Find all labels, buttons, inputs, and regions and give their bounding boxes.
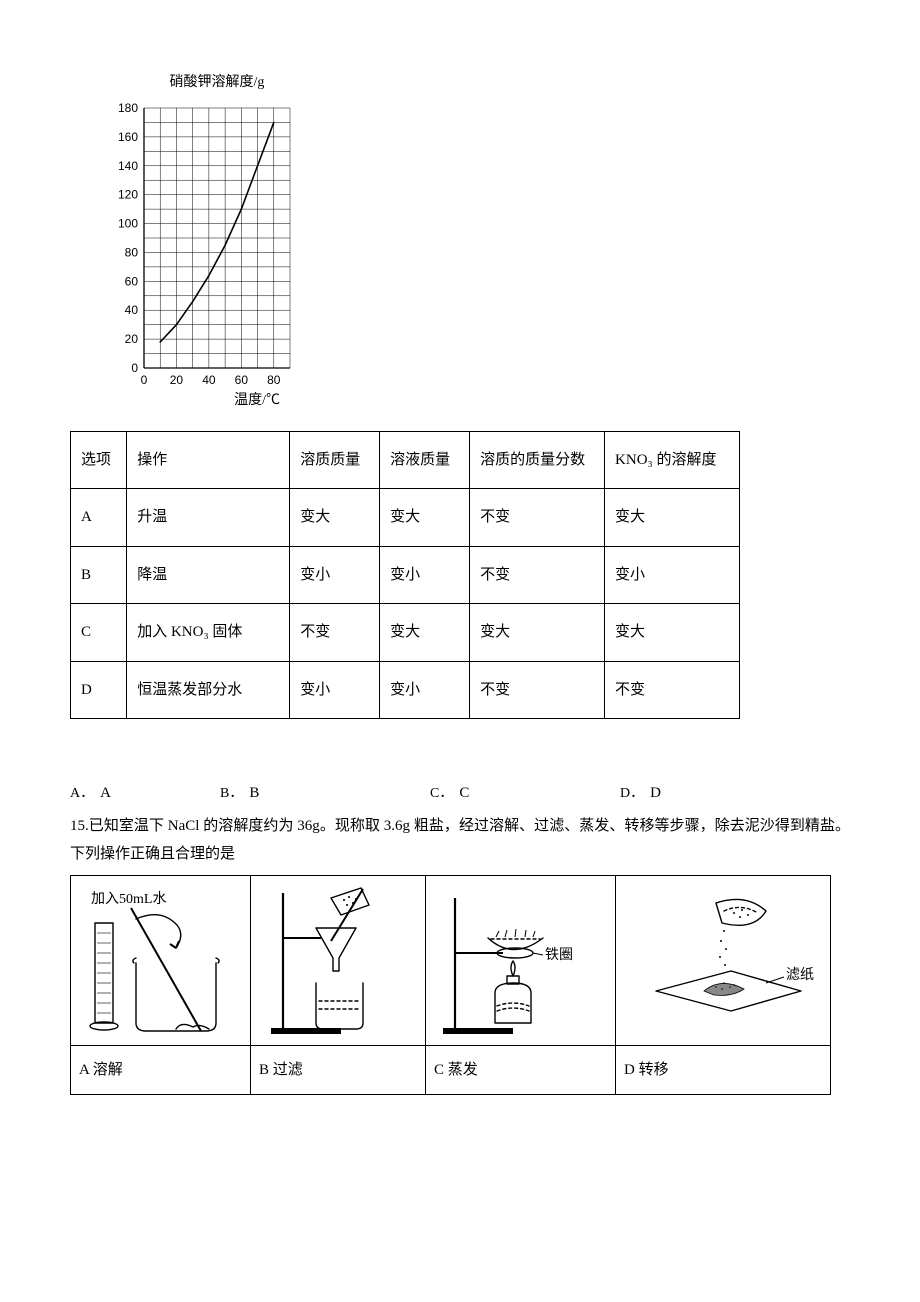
q15-caption-b: B 过滤 (251, 1045, 426, 1095)
cell: 变小 (290, 661, 380, 719)
svg-text:120: 120 (118, 188, 138, 202)
q15-figure-a: 加入50mL水 (71, 875, 251, 1045)
th-solubility: KNO₃ 的溶解度 (605, 431, 740, 489)
answer-options: A．A B．B C．C D．D (70, 779, 850, 808)
solubility-table: 选项 操作 溶质质量 溶液质量 溶质的质量分数 KNO₃ 的溶解度 A 升温 变… (70, 431, 740, 720)
filter-paper-label: 滤纸 (786, 967, 814, 983)
q15-caption-c: C 蒸发 (426, 1045, 616, 1095)
svg-text:40: 40 (125, 303, 139, 317)
dissolve-diagram: 加入50mL水 (81, 883, 241, 1038)
option-text: D (650, 779, 661, 808)
cell: 变小 (605, 546, 740, 604)
option-a[interactable]: A．A (70, 779, 220, 808)
cell: D (71, 661, 127, 719)
cell: 不变 (605, 661, 740, 719)
svg-text:140: 140 (118, 159, 138, 173)
th-operation: 操作 (127, 431, 290, 489)
table-row: B 降温 变小 变小 不变 变小 (71, 546, 740, 604)
evaporate-diagram: 铁圈 (433, 883, 608, 1038)
question-15-text: 15.已知室温下 NaCl 的溶解度约为 36g。现称取 3.6g 粗盐，经过溶… (70, 812, 850, 869)
svg-text:60: 60 (125, 274, 139, 288)
q15-steps-table: 加入50mL水 (70, 875, 831, 1096)
cell: 变大 (605, 489, 740, 547)
table-row: C 加入 KNO₃ 固体 不变 变大 变大 变大 (71, 604, 740, 662)
table-row: A 升温 变大 变大 不变 变大 (71, 489, 740, 547)
svg-text:80: 80 (125, 245, 139, 259)
q15-caption-a: A 溶解 (71, 1045, 251, 1095)
cell: 不变 (470, 661, 605, 719)
th-solution-mass: 溶液质量 (380, 431, 470, 489)
chart-svg: 硝酸钾溶解度/g 0 20 40 60 80 100 120 140 160 180 0 20 40 60 8… (100, 70, 300, 410)
svg-text:80: 80 (267, 373, 281, 387)
add-water-label: 加入50mL水 (91, 891, 166, 907)
cell: 变小 (380, 661, 470, 719)
cell: 不变 (290, 604, 380, 662)
svg-text:硝酸钾溶解度/g: 硝酸钾溶解度/g (170, 74, 265, 90)
cell: A (71, 489, 127, 547)
cell: 变大 (605, 604, 740, 662)
transfer-diagram: 滤纸 (626, 883, 821, 1038)
cell: 变大 (380, 604, 470, 662)
option-text: A (100, 779, 111, 808)
iron-ring-label: 铁圈 (545, 947, 573, 963)
cell: 变大 (470, 604, 605, 662)
table-row: D 恒温蒸发部分水 变小 变小 不变 不变 (71, 661, 740, 719)
svg-text:60: 60 (235, 373, 249, 387)
th-option: 选项 (71, 431, 127, 489)
cell: 升温 (127, 489, 290, 547)
option-text: B (249, 779, 259, 808)
option-prefix: C． (430, 781, 453, 808)
cell: 变小 (290, 546, 380, 604)
svg-text:20: 20 (125, 332, 139, 346)
cell: 加入 KNO₃ 固体 (127, 604, 290, 662)
option-prefix: B． (220, 781, 243, 808)
cell: 不变 (470, 489, 605, 547)
cell: 不变 (470, 546, 605, 604)
cell: 变大 (290, 489, 380, 547)
svg-text:180: 180 (118, 101, 138, 115)
cell: C (71, 604, 127, 662)
q15-figure-b (251, 875, 426, 1045)
cell: 变小 (380, 546, 470, 604)
svg-text:40: 40 (202, 373, 216, 387)
cell: 降温 (127, 546, 290, 604)
option-text: C (459, 779, 469, 808)
th-solute-mass: 溶质质量 (290, 431, 380, 489)
q15-caption-d: D 转移 (616, 1045, 831, 1095)
svg-text:0: 0 (131, 361, 138, 375)
q15-figure-d: 滤纸 (616, 875, 831, 1045)
option-prefix: D． (620, 781, 644, 808)
q15-figure-c: 铁圈 (426, 875, 616, 1045)
cell: 变大 (380, 489, 470, 547)
cell: 恒温蒸发部分水 (127, 661, 290, 719)
option-prefix: A． (70, 781, 94, 808)
solubility-chart: 硝酸钾溶解度/g 0 20 40 60 80 100 120 140 160 180 0 20 40 60 8… (100, 70, 850, 421)
svg-text:100: 100 (118, 217, 138, 231)
option-b[interactable]: B．B (220, 779, 430, 808)
table-header-row: 选项 操作 溶质质量 溶液质量 溶质的质量分数 KNO₃ 的溶解度 (71, 431, 740, 489)
th-mass-fraction: 溶质的质量分数 (470, 431, 605, 489)
svg-text:温度/℃: 温度/℃ (234, 392, 280, 408)
option-d[interactable]: D．D (620, 779, 661, 808)
cell: B (71, 546, 127, 604)
option-c[interactable]: C．C (430, 779, 620, 808)
svg-text:160: 160 (118, 130, 138, 144)
svg-text:20: 20 (170, 373, 184, 387)
svg-text:0: 0 (141, 373, 148, 387)
filter-diagram (261, 883, 416, 1038)
